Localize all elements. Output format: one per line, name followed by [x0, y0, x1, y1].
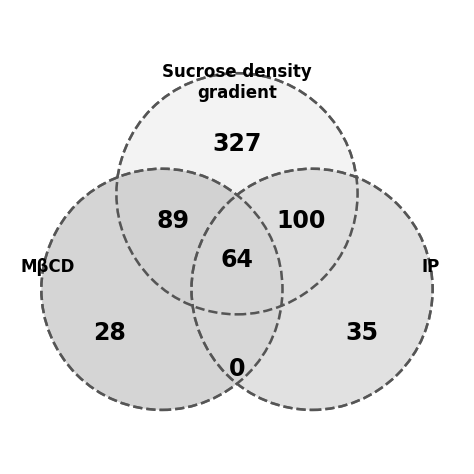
Text: 35: 35: [346, 320, 379, 345]
Circle shape: [117, 73, 357, 314]
Text: 0: 0: [229, 357, 245, 381]
Text: 100: 100: [276, 209, 325, 233]
Circle shape: [41, 169, 283, 410]
Text: 327: 327: [212, 132, 262, 156]
Text: 89: 89: [157, 209, 190, 233]
Text: Sucrose density
gradient: Sucrose density gradient: [162, 63, 312, 102]
Text: 64: 64: [220, 248, 254, 272]
Text: MβCD: MβCD: [21, 257, 75, 275]
Circle shape: [191, 169, 433, 410]
Text: IP: IP: [421, 257, 439, 275]
Text: 28: 28: [93, 320, 126, 345]
